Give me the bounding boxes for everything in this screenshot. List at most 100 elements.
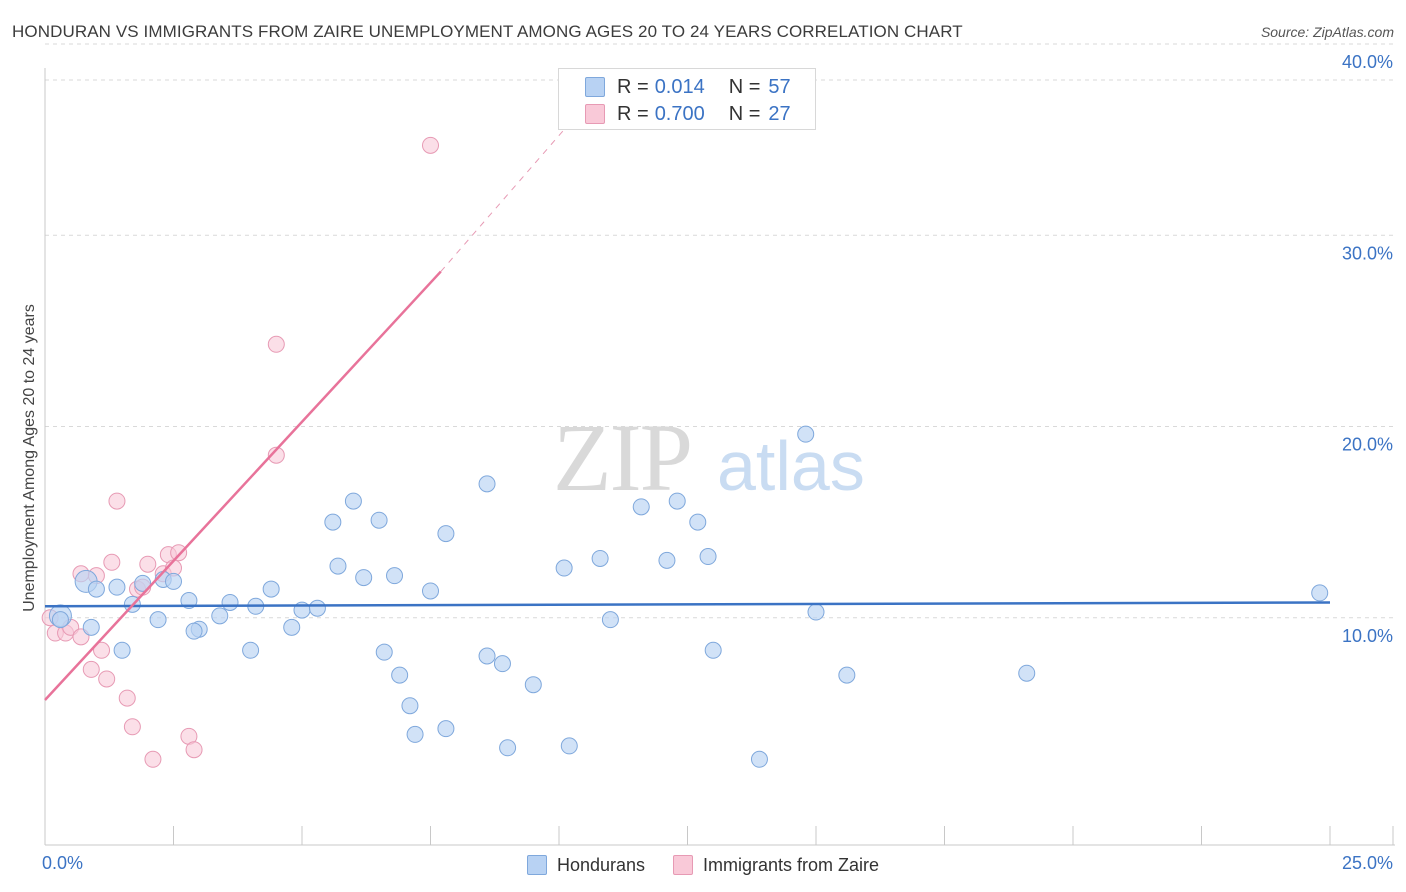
correlation-legend: R = 0.014 N = 57 R = 0.700 N = 27 <box>558 68 816 130</box>
y-tick-label: 30.0% <box>1342 243 1393 263</box>
honduran-point <box>422 582 439 600</box>
honduran-point <box>108 578 126 596</box>
honduran-point <box>437 525 455 543</box>
y-tick-labels: 10.0% 20.0% 30.0% 40.0% <box>1342 52 1393 646</box>
legend-row-hondurans: R = 0.014 N = 57 <box>585 75 791 99</box>
zaire-trend-line <box>44 270 442 701</box>
zaire-point <box>170 544 188 562</box>
zaire-point <box>103 553 121 571</box>
zaire-point <box>144 750 162 768</box>
zaire-points <box>41 136 439 768</box>
honduran-point <box>391 666 409 684</box>
honduran-point <box>344 492 362 510</box>
honduran-point <box>87 580 105 598</box>
legend-n-value: 57 <box>768 75 791 98</box>
grid-lines <box>45 43 1395 619</box>
honduran-point <box>386 567 404 585</box>
zaire-point <box>118 689 136 707</box>
honduran-point <box>113 641 131 659</box>
honduran-point <box>51 611 69 629</box>
honduran-point <box>165 572 182 590</box>
legend-item-hondurans[interactable]: Hondurans <box>526 854 646 876</box>
honduran-point <box>1311 584 1329 602</box>
honduran-point <box>211 607 229 625</box>
zaire-point <box>123 718 141 736</box>
zaire-point <box>422 136 439 154</box>
honduran-point <box>1018 664 1036 682</box>
zaire-point <box>108 492 126 510</box>
trend-lines <box>44 81 1331 701</box>
honduran-trend-line <box>44 601 1331 608</box>
honduran-point <box>134 574 152 592</box>
series-legend: Hondurans Immigrants from Zaire <box>0 853 1406 877</box>
honduran-point <box>406 725 424 743</box>
honduran-point <box>601 611 619 629</box>
honduran-point <box>478 475 496 493</box>
honduran-point <box>221 593 239 611</box>
honduran-point <box>308 599 326 617</box>
legend-n-value: 27 <box>768 102 791 125</box>
honduran-point <box>838 666 856 684</box>
honduran-points <box>48 425 1329 768</box>
x-tick-min: 0.0% <box>42 853 84 873</box>
honduran-point <box>632 498 650 516</box>
honduran-point <box>149 611 167 629</box>
legend-r-label: R = <box>617 102 649 125</box>
chart-title: HONDURAN VS IMMIGRANTS FROM ZAIRE UNEMPL… <box>12 22 963 41</box>
honduran-point <box>807 603 825 621</box>
zaire-point <box>82 660 100 678</box>
honduran-point <box>370 511 388 529</box>
legend-row-zaire: R = 0.700 N = 27 <box>585 102 791 126</box>
pink-swatch <box>585 104 605 124</box>
honduran-point <box>262 580 280 598</box>
honduran-point <box>329 557 347 575</box>
zaire-point <box>185 741 203 759</box>
blue-swatch <box>526 855 547 875</box>
source-label: Source: ZipAtlas.com <box>1260 24 1394 40</box>
legend-r-value: 0.014 <box>654 75 705 98</box>
blue-swatch <box>585 77 605 97</box>
legend-r-value: 0.700 <box>654 102 705 125</box>
honduran-point <box>699 548 717 566</box>
honduran-point <box>283 618 301 636</box>
honduran-point <box>560 737 578 755</box>
legend-n-label: N = <box>728 102 761 125</box>
honduran-point <box>478 647 496 665</box>
honduran-point <box>591 549 609 567</box>
honduran-point <box>401 697 419 715</box>
honduran-point <box>493 655 511 673</box>
y-tick-label: 20.0% <box>1342 435 1393 455</box>
legend-label-zaire: Immigrants from Zaire <box>703 854 880 875</box>
honduran-point <box>180 592 198 610</box>
y-tick-label: 10.0% <box>1342 626 1393 646</box>
legend-n-label: N = <box>728 75 761 98</box>
honduran-point <box>242 641 260 659</box>
legend-item-zaire[interactable]: Immigrants from Zaire <box>673 855 879 876</box>
zaire-point <box>139 555 157 573</box>
honduran-point <box>689 513 707 531</box>
honduran-point <box>375 643 393 661</box>
honduran-point <box>82 618 100 636</box>
axes <box>44 68 1395 846</box>
honduran-point <box>355 569 373 587</box>
x-tick-max: 25.0% <box>1341 853 1393 873</box>
y-tick-label: 40.0% <box>1342 52 1393 72</box>
honduran-point <box>437 720 455 738</box>
watermark-atlas: atlas <box>717 427 865 505</box>
watermark-zip: ZIP <box>553 404 691 511</box>
honduran-point <box>524 676 542 694</box>
legend-r-label: R = <box>617 75 649 98</box>
pink-swatch <box>673 855 694 875</box>
zaire-point <box>267 335 285 353</box>
honduran-point <box>797 425 815 443</box>
honduran-point <box>704 641 722 659</box>
legend-label-hondurans: Hondurans <box>556 854 646 875</box>
zaire-point <box>93 641 111 659</box>
honduran-point <box>499 739 517 757</box>
honduran-point <box>324 513 342 531</box>
zaire-point <box>267 446 285 464</box>
honduran-point <box>185 622 203 640</box>
honduran-point <box>668 492 686 510</box>
watermark: ZIP atlas <box>553 404 865 511</box>
